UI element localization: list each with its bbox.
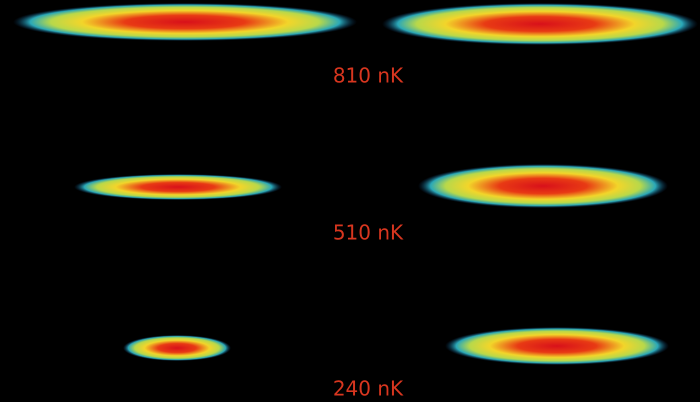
temperature-label: 810 nK — [333, 64, 404, 88]
temperature-label: 510 nK — [333, 221, 404, 245]
atom-cloud — [382, 3, 698, 45]
atom-cloud — [13, 3, 357, 41]
temperature-label: 240 nK — [333, 377, 404, 401]
atom-cloud — [445, 327, 669, 365]
atom-cloud — [74, 174, 282, 200]
atom-cloud — [123, 335, 231, 361]
atom-cloud — [418, 164, 668, 208]
